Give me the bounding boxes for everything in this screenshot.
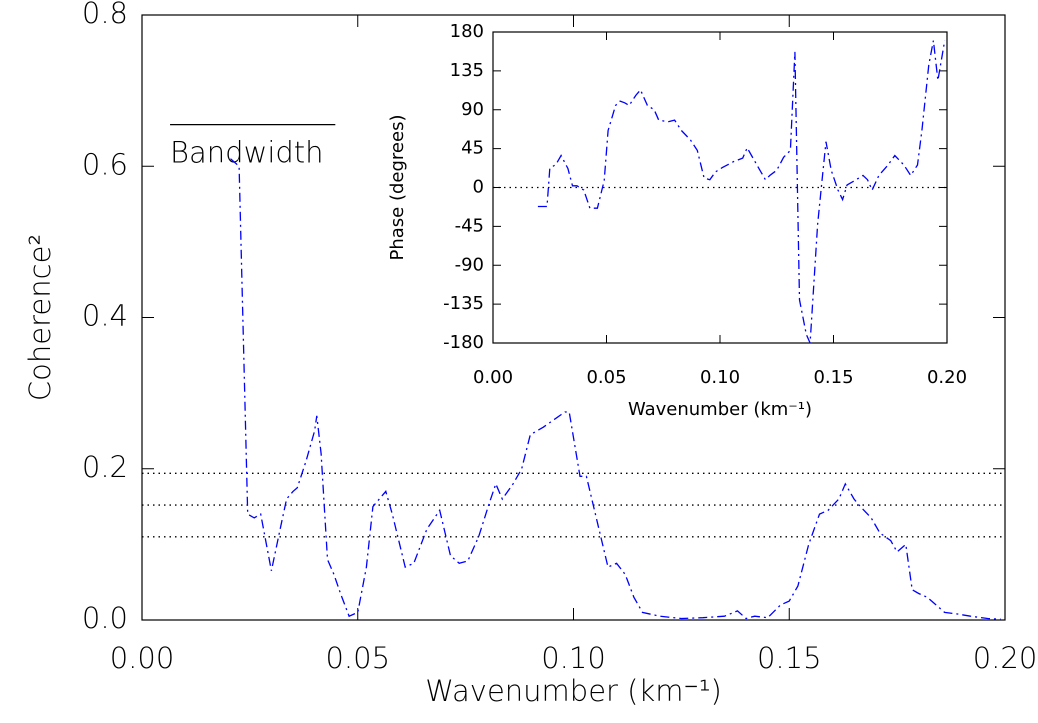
y-tick-label: 0.8	[82, 0, 128, 30]
x-tick-label: 0.20	[973, 641, 1038, 675]
x-tick-label: 0.10	[700, 367, 740, 388]
y-axis-label: Phase (degrees)	[387, 115, 408, 261]
y-tick-label: 135	[450, 60, 484, 81]
y-axis-label: Coherence²	[23, 234, 57, 401]
y-tick-label: 90	[461, 99, 484, 120]
y-tick-label: -135	[443, 293, 484, 314]
x-tick-label: 0.05	[586, 367, 626, 388]
x-tick-label: 0.05	[325, 641, 390, 675]
y-tick-label: -90	[455, 254, 484, 275]
x-tick-label: 0.20	[927, 367, 967, 388]
data-line	[537, 40, 946, 344]
y-tick-label: 0	[473, 177, 484, 198]
x-axis-label: Wavenumber (km⁻¹)	[628, 399, 812, 420]
x-tick-label: 0.00	[473, 367, 513, 388]
y-tick-label: -45	[455, 215, 484, 236]
y-tick-label: 0.6	[82, 147, 128, 181]
x-tick-label: 0.10	[541, 641, 606, 675]
y-tick-label: -180	[443, 332, 484, 353]
y-tick-label: 0.0	[82, 601, 128, 635]
y-tick-label: 0.4	[82, 299, 128, 333]
y-tick-label: 45	[461, 138, 484, 159]
bandwidth-label: Bandwidth	[170, 136, 323, 170]
y-tick-label: 180	[450, 21, 484, 42]
y-tick-label: 0.2	[82, 450, 128, 484]
x-axis-label: Wavenumber (km⁻¹)	[425, 674, 722, 708]
x-tick-label: 0.15	[813, 367, 853, 388]
x-tick-label: 0.00	[110, 641, 175, 675]
x-tick-label: 0.15	[757, 641, 822, 675]
data-line	[230, 158, 1001, 620]
